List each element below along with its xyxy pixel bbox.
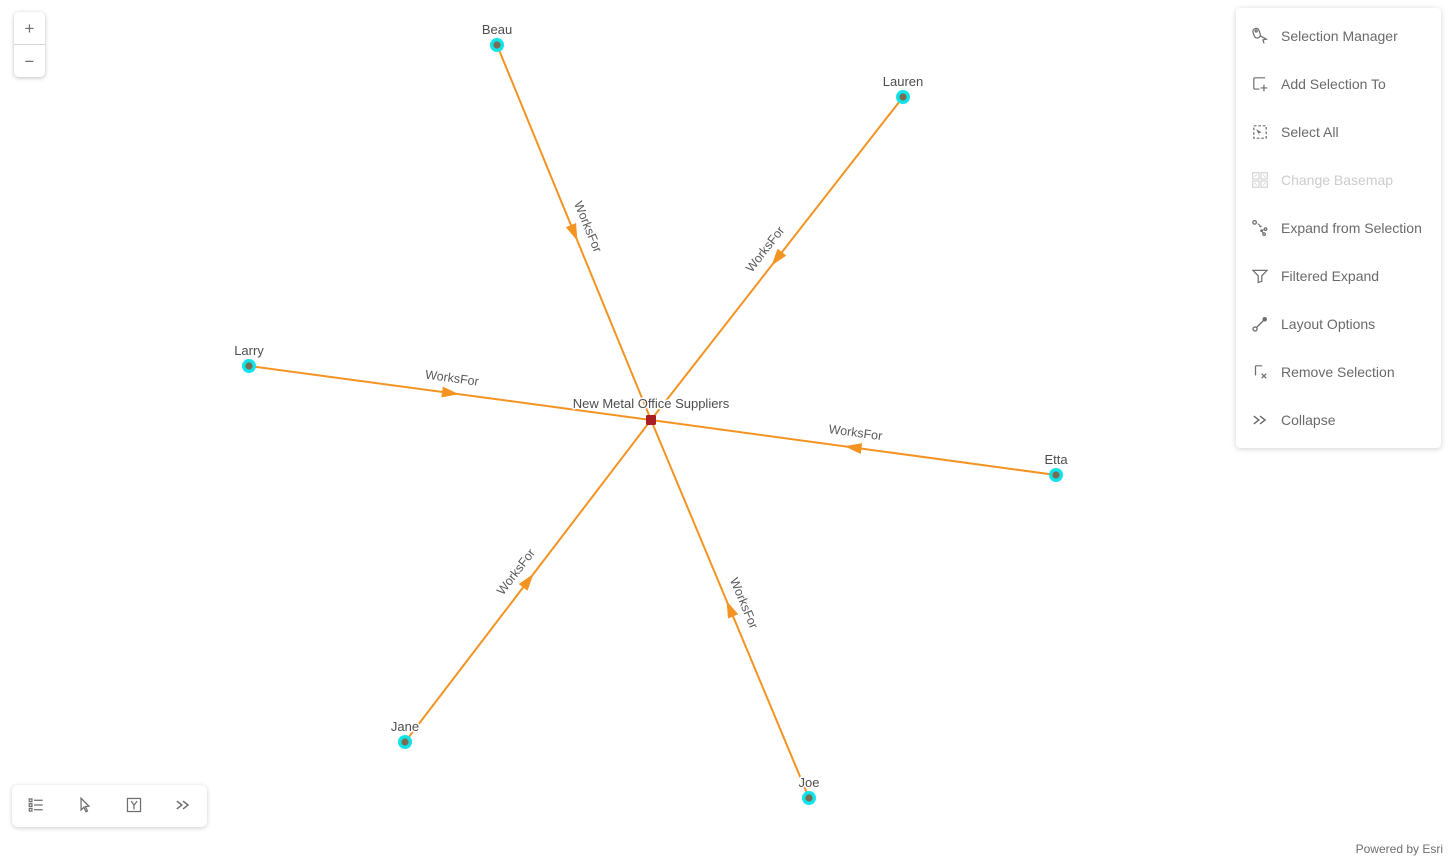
pointer-select-button[interactable] bbox=[63, 787, 107, 825]
node-jane[interactable] bbox=[398, 735, 412, 749]
menu-item-remove-selection[interactable]: Remove Selection bbox=[1236, 348, 1441, 396]
edge-label: WorksFor bbox=[743, 224, 787, 275]
menu-item-label: Collapse bbox=[1281, 412, 1335, 428]
selection-manager-icon bbox=[1251, 27, 1269, 45]
node-label: Etta bbox=[1044, 452, 1068, 467]
edge-arrowhead bbox=[441, 386, 459, 397]
layout-options-icon bbox=[1251, 315, 1269, 333]
node-beau[interactable] bbox=[490, 38, 504, 52]
menu-item-label: Layout Options bbox=[1281, 316, 1375, 332]
node-label: Lauren bbox=[883, 74, 923, 89]
filtered-expand-icon bbox=[1251, 267, 1269, 285]
add-selection-to-icon bbox=[1251, 75, 1269, 93]
menu-item-label: Select All bbox=[1281, 124, 1339, 140]
change-basemap-icon bbox=[1251, 171, 1269, 189]
legend-list-icon bbox=[27, 796, 45, 817]
link-chart-layout-button[interactable] bbox=[112, 787, 156, 825]
remove-selection-icon bbox=[1251, 363, 1269, 381]
edge-label: WorksFor bbox=[727, 576, 761, 631]
menu-item-add-selection-to[interactable]: Add Selection To bbox=[1236, 60, 1441, 108]
menu-item-layout-options[interactable]: Layout Options bbox=[1236, 300, 1441, 348]
context-menu: Selection Manager Add Selection To Selec… bbox=[1236, 8, 1441, 448]
menu-item-label: Filtered Expand bbox=[1281, 268, 1379, 284]
node-label: Beau bbox=[482, 22, 512, 37]
pointer-icon bbox=[76, 796, 94, 817]
link-chart-toolbar bbox=[12, 785, 207, 827]
menu-item-label: Remove Selection bbox=[1281, 364, 1395, 380]
menu-item-change-basemap[interactable]: Change Basemap bbox=[1236, 156, 1441, 204]
node-center-supplier[interactable] bbox=[646, 415, 656, 425]
node-joe[interactable] bbox=[802, 791, 816, 805]
menu-item-filtered-expand[interactable]: Filtered Expand bbox=[1236, 252, 1441, 300]
esri-attribution: Powered by Esri bbox=[1356, 842, 1443, 856]
link-chart-icon bbox=[125, 796, 143, 817]
edge-label: WorksFor bbox=[494, 546, 538, 597]
edge-label: WorksFor bbox=[828, 422, 883, 443]
center-node-label: New Metal Office Suppliers bbox=[573, 396, 730, 411]
node-etta[interactable] bbox=[1049, 468, 1063, 482]
node-lauren[interactable] bbox=[896, 90, 910, 104]
zoom-control: + − bbox=[14, 12, 45, 77]
edge-arrowhead bbox=[566, 223, 578, 241]
collapse-icon bbox=[1251, 411, 1269, 429]
menu-item-collapse[interactable]: Collapse bbox=[1236, 396, 1441, 444]
node-label: Jane bbox=[391, 719, 419, 734]
node-larry[interactable] bbox=[242, 359, 256, 373]
menu-item-label: Selection Manager bbox=[1281, 28, 1398, 44]
expand-from-selection-icon bbox=[1251, 219, 1269, 237]
edge-arrowhead bbox=[771, 249, 786, 266]
node-label: Larry bbox=[234, 343, 264, 358]
zoom-out-button[interactable]: − bbox=[14, 45, 45, 77]
edge-arrowhead bbox=[845, 443, 863, 454]
legend-list-button[interactable] bbox=[14, 787, 58, 825]
menu-item-expand-from-selection[interactable]: Expand from Selection bbox=[1236, 204, 1441, 252]
zoom-in-button[interactable]: + bbox=[14, 12, 45, 44]
menu-item-label: Add Selection To bbox=[1281, 76, 1386, 92]
expand-toolbar-button[interactable] bbox=[161, 787, 205, 825]
node-label: Joe bbox=[799, 775, 820, 790]
menu-item-select-all[interactable]: Select All bbox=[1236, 108, 1441, 156]
menu-item-selection-manager[interactable]: Selection Manager bbox=[1236, 12, 1441, 60]
select-all-icon bbox=[1251, 123, 1269, 141]
menu-item-label: Change Basemap bbox=[1281, 172, 1393, 188]
menu-item-label: Expand from Selection bbox=[1281, 220, 1422, 236]
edge-label: WorksFor bbox=[424, 368, 479, 389]
double-chevron-icon bbox=[174, 796, 192, 817]
